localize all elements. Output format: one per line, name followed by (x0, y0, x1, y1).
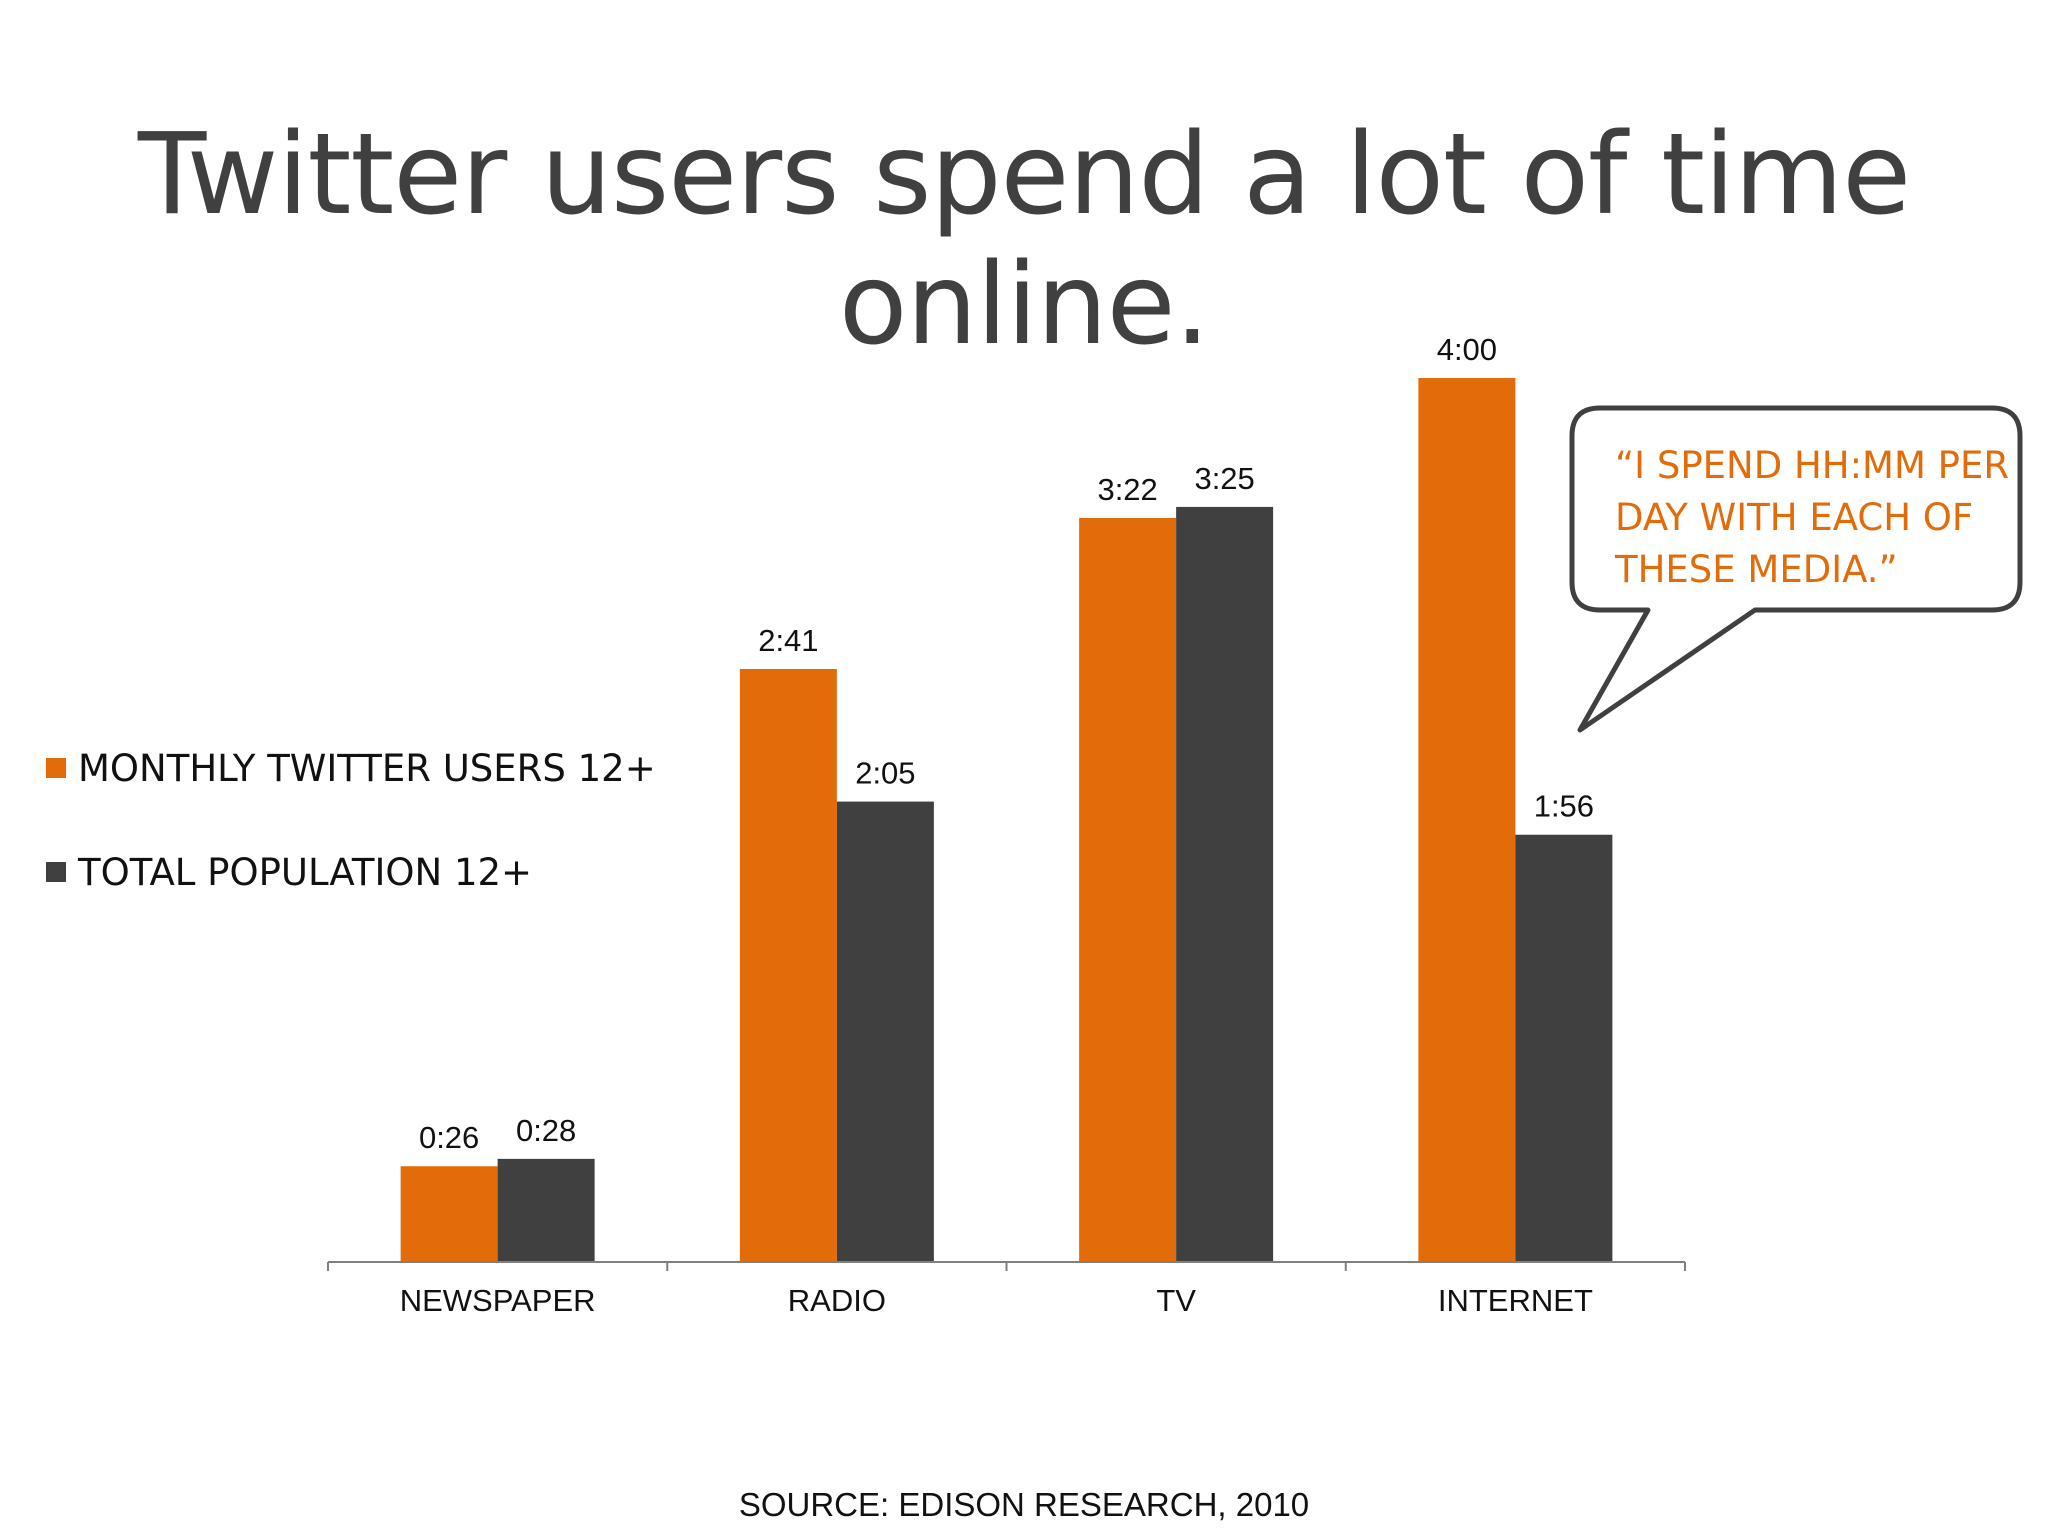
bar-newspaper-series-2 (497, 1158, 595, 1262)
legend-item-twitter-users: MONTHLY TWITTER USERS 12+ (46, 745, 656, 791)
chart-legend: MONTHLY TWITTER USERS 12+ TOTAL POPULATI… (46, 745, 656, 953)
legend-swatch-total-population (46, 862, 66, 882)
data-label-tv-series-2: 3:25 (1194, 461, 1254, 496)
data-label-tv-series-1: 3:22 (1097, 472, 1157, 507)
data-label-radio-series-1: 2:41 (758, 623, 818, 658)
legend-label-twitter-users: MONTHLY TWITTER USERS 12+ (78, 746, 656, 790)
data-label-newspaper-series-1: 0:26 (419, 1120, 479, 1155)
bar-newspaper-series-1 (400, 1166, 498, 1262)
data-label-internet-series-1: 4:00 (1437, 332, 1497, 367)
bar-radio-series-2 (836, 801, 934, 1262)
source-note: SOURCE: EDISON RESEARCH, 2010 (738, 1486, 1310, 1523)
speech-bubble-text: “I SPEND HH:MM PER DAY WITH EACH OF THES… (1615, 444, 2010, 591)
slide-title: Twitter users spend a lot of time online… (137, 110, 1911, 370)
bar-internet-series-1 (1418, 378, 1516, 1262)
legend-label-total-population: TOTAL POPULATION 12+ (78, 850, 533, 894)
bar-radio-series-1 (739, 668, 837, 1262)
data-label-newspaper-series-2: 0:28 (516, 1113, 576, 1148)
x-tick-label-internet: INTERNET (1438, 1283, 1593, 1318)
x-tick-label-tv: TV (1156, 1283, 1196, 1318)
x-tick-label-newspaper: NEWSPAPER (400, 1283, 596, 1318)
data-label-internet-series-2: 1:56 (1534, 789, 1594, 824)
x-tick-label-radio: RADIO (788, 1283, 886, 1318)
legend-swatch-twitter-users (46, 758, 66, 778)
bar-tv-series-1 (1079, 517, 1177, 1262)
bar-tv-series-2 (1176, 506, 1274, 1263)
bar-internet-series-2 (1515, 834, 1613, 1262)
data-label-radio-series-2: 2:05 (855, 756, 915, 791)
legend-item-total-population: TOTAL POPULATION 12+ (46, 849, 656, 895)
speech-bubble (1569, 405, 2023, 733)
